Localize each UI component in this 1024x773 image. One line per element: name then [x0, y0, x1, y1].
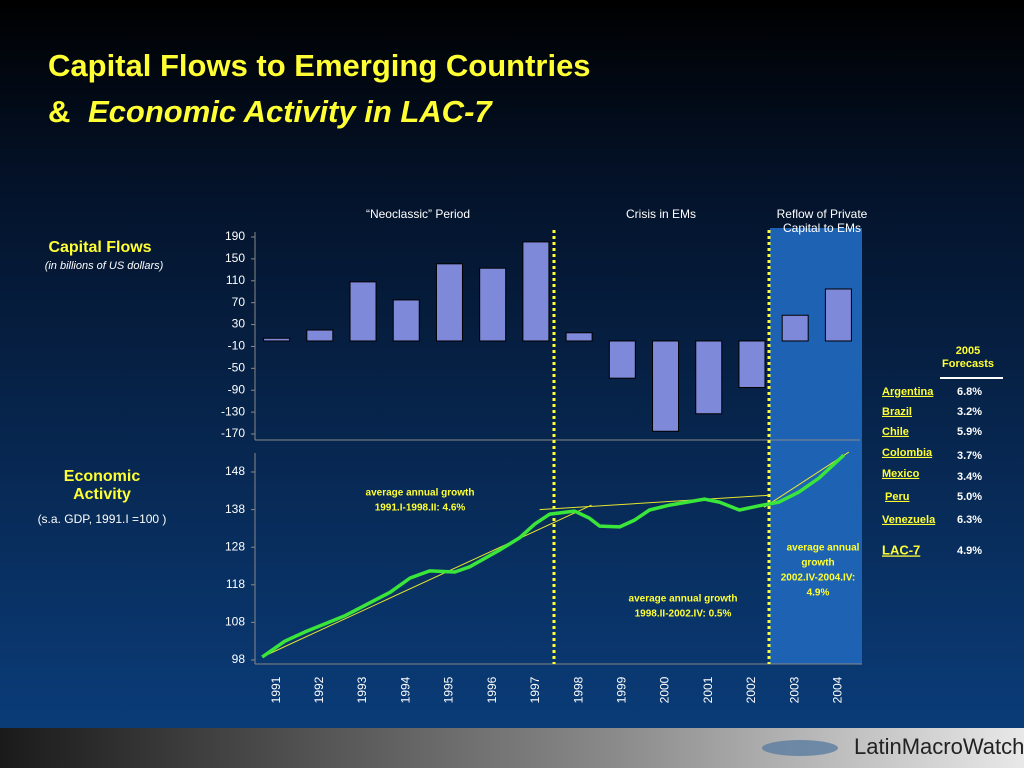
annotation: 1998.II-2002.IV: 0.5% — [635, 609, 732, 620]
annotation: 4.9% — [807, 588, 830, 599]
y-tick-label: 128 — [225, 539, 245, 553]
y-tick-label: -90 — [228, 382, 246, 396]
bar — [695, 340, 723, 415]
x-tick-label: 2004 — [831, 676, 845, 703]
x-tick-label: 1998 — [571, 676, 585, 703]
trend-line — [261, 504, 592, 658]
forecast-value: 6.8% — [957, 386, 982, 398]
y-tick-label: -170 — [221, 426, 245, 440]
bar — [522, 241, 550, 342]
country-name: LAC-7 — [882, 542, 920, 557]
y-tick-label: 110 — [226, 273, 245, 287]
country-name: Peru — [885, 491, 909, 503]
forecast-value: 3.7% — [957, 450, 982, 462]
chart-subtitle: (s.a. GDP, 1991.I =100 ) — [38, 512, 167, 526]
x-tick-label: 1995 — [442, 676, 456, 703]
chart-title: Economic — [64, 468, 141, 485]
forecast-value: 5.9% — [957, 426, 982, 438]
country-name: Argentina — [882, 386, 934, 398]
forecast-value: 3.2% — [957, 406, 982, 418]
y-tick-label: 138 — [225, 502, 245, 516]
x-tick-label: 2000 — [658, 676, 672, 703]
forecast-value: 4.9% — [957, 545, 982, 557]
annotation: 1991.I-1998.II: 4.6% — [375, 503, 466, 514]
y-tick-label: 30 — [232, 317, 246, 331]
country-name: Chile — [882, 426, 909, 438]
bar — [306, 329, 334, 342]
period-label: “Neoclassic” Period — [366, 207, 470, 221]
title-amp: & — [48, 94, 70, 129]
bar — [652, 340, 680, 432]
x-tick-label: 2003 — [787, 676, 801, 703]
country-name: Mexico — [882, 468, 920, 480]
chart-subtitle: (in billions of US dollars) — [45, 260, 164, 272]
y-tick-label: -10 — [228, 339, 246, 353]
x-tick-label: 1996 — [485, 676, 499, 703]
period-label: Capital to EMs — [783, 221, 861, 235]
forecast-value: 3.4% — [957, 471, 982, 483]
annotation: average annual — [787, 543, 860, 554]
x-tick-label: 2002 — [744, 676, 758, 703]
annotation: average annual growth — [629, 594, 738, 605]
y-tick-label: 148 — [225, 464, 245, 478]
period-label: Crisis in EMs — [626, 207, 696, 221]
bar — [738, 340, 766, 388]
footer-bar — [0, 728, 1024, 768]
title-line1: Capital Flows to Emerging Countries — [48, 48, 591, 83]
bar — [435, 263, 463, 342]
gdp-line — [261, 453, 845, 659]
annotation: average annual growth — [366, 488, 475, 499]
bar — [781, 314, 809, 342]
forecast-value: 5.0% — [957, 491, 982, 503]
y-tick-label: -130 — [221, 404, 245, 418]
country-name: Brazil — [882, 406, 912, 418]
y-tick-label: -50 — [228, 361, 246, 375]
forecast-value: 6.3% — [957, 514, 982, 526]
title-line2: Economic Activity in LAC-7 — [88, 94, 493, 129]
y-tick-label: 150 — [225, 251, 245, 265]
chart-title: Capital Flows — [48, 239, 151, 256]
x-tick-label: 1991 — [269, 676, 283, 703]
x-tick-label: 1997 — [528, 676, 542, 703]
annotation: 2002.IV-2004.IV: — [781, 573, 856, 584]
y-tick-label: 118 — [226, 577, 245, 591]
x-tick-label: 1999 — [614, 676, 628, 703]
bar — [565, 332, 593, 342]
y-tick-label: 70 — [232, 295, 246, 309]
bar — [608, 340, 636, 379]
bar — [349, 281, 377, 342]
bar — [824, 288, 852, 342]
logo: LatinMacroWatch — [854, 734, 1024, 759]
y-tick-label: 98 — [232, 652, 246, 666]
logo-icon — [762, 740, 838, 756]
country-name: Colombia — [882, 447, 933, 459]
x-tick-label: 1994 — [398, 676, 412, 703]
forecast-title: Forecasts — [942, 358, 994, 370]
chart-title: Activity — [73, 486, 131, 503]
bar — [392, 299, 420, 342]
annotation: growth — [801, 558, 834, 569]
bar — [263, 337, 291, 342]
trend-line — [539, 494, 770, 511]
y-tick-label: 190 — [225, 229, 245, 243]
forecast-title: 2005 — [956, 345, 980, 357]
x-tick-label: 2001 — [701, 676, 715, 703]
x-tick-label: 1993 — [355, 676, 369, 703]
bar — [479, 267, 507, 342]
country-name: Venezuela — [882, 514, 936, 526]
y-tick-label: 108 — [225, 615, 245, 629]
x-tick-label: 1992 — [312, 676, 326, 703]
period-label: Reflow of Private — [777, 207, 868, 221]
